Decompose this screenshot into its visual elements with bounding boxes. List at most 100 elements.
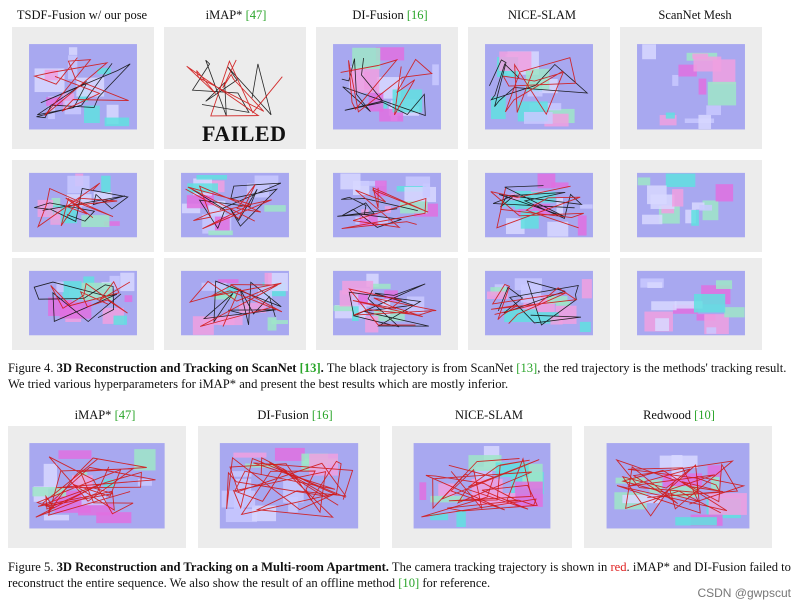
mesh-patch xyxy=(68,55,78,80)
header-label: Redwood xyxy=(643,408,695,422)
reconstruction-image xyxy=(333,270,441,336)
mesh-patch xyxy=(84,105,100,124)
mesh-patch xyxy=(352,181,386,186)
mesh-patch xyxy=(101,175,111,194)
red-trajectory xyxy=(616,462,739,514)
black-trajectory xyxy=(489,59,589,107)
fig4-panel xyxy=(620,258,762,350)
reconstruction-image xyxy=(186,59,283,117)
mesh-patch xyxy=(137,478,152,486)
caption-title-end: . xyxy=(320,361,324,375)
reconstruction-image xyxy=(333,172,441,238)
header-citation[interactable]: [16] xyxy=(406,8,428,22)
mesh-patch xyxy=(218,315,243,326)
red-trajectory xyxy=(341,187,429,230)
mesh-patch xyxy=(438,483,455,497)
fig4-panel xyxy=(12,27,154,149)
fig4-panel xyxy=(316,27,458,149)
mesh-patch xyxy=(699,204,713,211)
header-citation[interactable]: [47] xyxy=(114,408,136,422)
fig5-col-header-redwood: Redwood [10] xyxy=(614,408,744,423)
mesh-patch xyxy=(181,203,201,214)
fig4-panel xyxy=(620,160,762,252)
mesh-patch xyxy=(68,47,78,55)
mesh-patch xyxy=(615,477,646,484)
mesh-patch xyxy=(706,105,722,116)
reconstruction-image xyxy=(413,443,551,529)
mesh-patch xyxy=(340,173,361,190)
caption-text: The black trajectory is from ScanNet xyxy=(323,361,517,375)
mesh-patch xyxy=(369,283,391,289)
caption-citation[interactable]: [13] xyxy=(516,361,538,375)
mesh-patch xyxy=(692,53,709,59)
caption-title: 3D Reconstruction and Tracking on a Mult… xyxy=(56,560,389,574)
header-label: NICE-SLAM xyxy=(507,8,577,22)
mesh-patch xyxy=(546,296,568,304)
mesh-patch xyxy=(113,315,127,325)
header-citation[interactable]: [47] xyxy=(245,8,267,22)
caption-text: . iMAP* and DI-Fusion failed to reconstr… xyxy=(8,560,791,590)
mesh-patch xyxy=(264,205,286,212)
mesh-patch xyxy=(134,449,156,471)
reconstruction-image xyxy=(485,172,593,238)
fig5-col-header-imap: iMAP* [47] xyxy=(40,408,170,423)
failed-label: FAILED xyxy=(202,121,287,146)
mesh-patch xyxy=(672,189,684,207)
fig5-panel xyxy=(584,426,772,548)
mesh-patch xyxy=(43,514,70,521)
caption-citation[interactable]: [10] xyxy=(398,576,420,590)
mesh-patch xyxy=(422,183,431,198)
mesh-patch xyxy=(712,59,736,85)
fig4-col-header-imap: iMAP* [47] xyxy=(165,8,307,23)
header-citation[interactable]: [16] xyxy=(311,408,333,422)
mesh-patch xyxy=(504,309,537,323)
mesh-patch xyxy=(274,447,305,461)
mesh-patch xyxy=(708,493,747,515)
mesh-patch xyxy=(430,495,463,503)
black-trajectory xyxy=(497,280,582,326)
mesh-patch xyxy=(665,173,696,187)
mesh-patch xyxy=(373,310,405,322)
mesh-patch xyxy=(225,508,258,523)
mesh-patch xyxy=(62,281,82,300)
reconstruction-image xyxy=(485,44,593,130)
red-trajectory xyxy=(186,59,283,117)
reconstruction-image xyxy=(29,172,137,238)
mesh-patch xyxy=(109,275,120,290)
fig4-col-header-tsdf: TSDF-Fusion w/ our pose xyxy=(12,8,152,23)
reconstruction-image xyxy=(29,443,165,529)
black-trajectory xyxy=(492,185,583,219)
mesh-patch xyxy=(556,197,564,216)
red-trajectory xyxy=(37,182,118,228)
mesh-patch xyxy=(56,281,64,293)
header-label: iMAP* xyxy=(74,408,115,422)
mesh-patch xyxy=(58,450,92,459)
mesh-patch xyxy=(254,175,279,186)
watermark: CSDN @gwpscut xyxy=(697,586,791,600)
red-trajectory xyxy=(502,57,577,116)
caption-prefix: Figure 4. xyxy=(8,361,57,375)
caption-text: , the red trajectory is the methods' tra… xyxy=(8,361,787,391)
mesh-patch xyxy=(715,184,734,202)
header-label: DI-Fusion xyxy=(257,408,312,422)
header-label: iMAP* xyxy=(205,8,246,22)
reconstruction-image xyxy=(181,270,289,336)
mesh-patch xyxy=(213,294,236,300)
mesh-patch xyxy=(381,298,391,316)
fig5-col-header-difusion: DI-Fusion [16] xyxy=(230,408,360,423)
mesh-patch xyxy=(104,117,130,127)
mesh-patch xyxy=(103,221,120,226)
reconstruction-image xyxy=(219,443,359,529)
reconstruction-image xyxy=(606,443,750,529)
mesh-patch xyxy=(579,321,591,333)
header-label: DI-Fusion xyxy=(352,8,407,22)
reconstruction-image xyxy=(485,270,593,336)
caption-citation[interactable]: [13] xyxy=(299,361,321,375)
fig4-panel xyxy=(316,258,458,350)
header-citation[interactable]: [10] xyxy=(694,408,715,422)
reconstruction-image xyxy=(637,172,745,238)
red-trajectory xyxy=(188,280,283,327)
mesh-patch xyxy=(432,64,439,86)
mesh-patch xyxy=(527,90,543,97)
caption-prefix: Figure 5. xyxy=(8,560,57,574)
